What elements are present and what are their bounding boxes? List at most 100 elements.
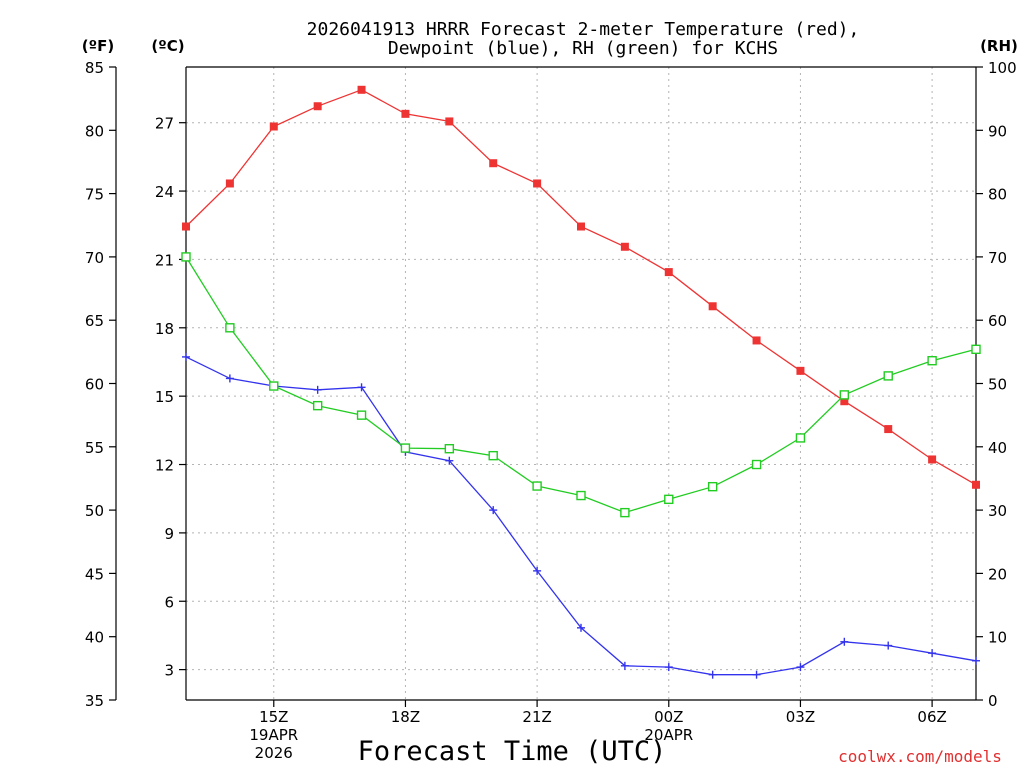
axes: 35 40 45 50 55 60 65 70 75 80 85 3 6 9 12 15 18 21 24 27 0 10… bbox=[85, 59, 1017, 762]
relative-humidity-point-28 bbox=[839, 390, 850, 400]
celsius-tick-label-24: 24 bbox=[155, 183, 174, 201]
fahrenheit-tick-label-70: 70 bbox=[85, 249, 104, 267]
rh-tick-label-80: 80 bbox=[988, 186, 1007, 204]
temperature-point-20 bbox=[489, 159, 498, 168]
temperature-point-14 bbox=[225, 179, 234, 188]
fahrenheit-tick-label-45: 45 bbox=[85, 565, 104, 583]
temperature-point-23 bbox=[620, 242, 629, 251]
fahrenheit-tick-label-55: 55 bbox=[85, 439, 104, 457]
temperature-point-19 bbox=[445, 117, 454, 126]
dewpoint-point-20 bbox=[489, 506, 498, 515]
x-tick-label-03Z: 03Z bbox=[786, 708, 815, 726]
rh-tick-label-0: 0 bbox=[988, 692, 998, 710]
relative-humidity-point-13 bbox=[181, 252, 191, 262]
relative-humidity-line bbox=[185, 256, 977, 514]
x-axis-label: Forecast Time (UTC) bbox=[358, 736, 667, 767]
relative-humidity-point-15 bbox=[269, 381, 279, 391]
fahrenheit-tick-label-85: 85 bbox=[85, 59, 104, 77]
temperature-point-25 bbox=[708, 302, 717, 311]
fahrenheit-unit-label: (ºF) bbox=[82, 37, 114, 55]
relative-humidity-point-24 bbox=[664, 494, 674, 505]
temperature-point-22 bbox=[577, 222, 585, 231]
celsius-tick-label-9: 9 bbox=[164, 525, 174, 543]
chart-title-line1: 2026041913 HRRR Forecast 2-meter Tempera… bbox=[307, 19, 860, 40]
rh-tick-label-30: 30 bbox=[988, 502, 1007, 520]
fahrenheit-tick-label-60: 60 bbox=[85, 376, 104, 394]
dewpoint-point-16 bbox=[313, 385, 322, 394]
temperature-point-31 bbox=[972, 480, 980, 489]
x-tick-date-00Z: 20APR bbox=[644, 726, 693, 744]
dewpoint-point-23 bbox=[620, 661, 629, 670]
relative-humidity-point-25 bbox=[707, 481, 718, 492]
fahrenheit-tick-label-80: 80 bbox=[85, 122, 104, 140]
x-tick-label-18Z: 18Z bbox=[391, 708, 420, 726]
dewpoint-point-26 bbox=[752, 670, 761, 679]
temperature-point-26 bbox=[752, 336, 761, 345]
relative-humidity-point-22 bbox=[576, 490, 586, 501]
x-tick-year-15Z: 2026 bbox=[255, 744, 293, 762]
x-tick-label-21Z: 21Z bbox=[522, 708, 551, 726]
celsius-tick-label-27: 27 bbox=[155, 115, 174, 133]
temperature-point-28 bbox=[840, 397, 849, 406]
temperature-point-16 bbox=[313, 102, 322, 111]
relative-humidity-point-31 bbox=[971, 344, 981, 355]
temperature-line bbox=[185, 89, 977, 486]
celsius-unit-label: (ºC) bbox=[151, 37, 184, 55]
relative-humidity-point-16 bbox=[312, 400, 323, 411]
fahrenheit-tick-label-50: 50 bbox=[85, 502, 104, 520]
temperature-point-30 bbox=[928, 455, 937, 464]
relative-humidity-point-21 bbox=[532, 481, 542, 491]
dewpoint-point-31 bbox=[972, 656, 980, 665]
dewpoint-point-17 bbox=[357, 383, 366, 392]
dewpoint-point-19 bbox=[445, 456, 454, 465]
dewpoint-point-14 bbox=[225, 374, 234, 383]
x-tick-date-15Z: 19APR bbox=[249, 726, 298, 744]
temperature-point-29 bbox=[884, 425, 893, 434]
gridlines bbox=[186, 67, 976, 700]
celsius-tick-label-15: 15 bbox=[155, 388, 174, 406]
temperature-point-27 bbox=[796, 366, 805, 375]
fahrenheit-tick-label-35: 35 bbox=[85, 692, 104, 710]
relative-humidity-point-29 bbox=[883, 371, 893, 381]
dewpoint-point-30 bbox=[928, 649, 937, 658]
relative-humidity-point-18 bbox=[400, 443, 411, 453]
dewpoint-point-29 bbox=[884, 641, 893, 650]
chart-title-line2: Dewpoint (blue), RH (green) for KCHS bbox=[388, 38, 778, 59]
dewpoint-point-24 bbox=[664, 663, 673, 672]
dewpoint-point-22 bbox=[577, 623, 585, 632]
rh-tick-label-100: 100 bbox=[988, 59, 1017, 77]
fahrenheit-tick-label-40: 40 bbox=[85, 629, 104, 647]
relative-humidity-point-19 bbox=[444, 443, 455, 454]
dewpoint-point-25 bbox=[708, 670, 717, 679]
rh-tick-label-10: 10 bbox=[988, 629, 1007, 647]
celsius-tick-label-18: 18 bbox=[155, 320, 174, 338]
relative-humidity-point-26 bbox=[751, 459, 762, 470]
relative-humidity-point-23 bbox=[620, 507, 630, 518]
x-tick-label-06Z: 06Z bbox=[917, 708, 946, 726]
rh-tick-label-40: 40 bbox=[988, 439, 1007, 457]
x-tick-label-15Z: 15Z bbox=[259, 708, 288, 726]
rh-tick-label-90: 90 bbox=[988, 122, 1007, 140]
relative-humidity-point-14 bbox=[225, 323, 235, 333]
dewpoint-point-28 bbox=[840, 637, 849, 646]
rh-tick-label-20: 20 bbox=[988, 565, 1007, 583]
dewpoint-point-21 bbox=[533, 566, 542, 575]
temperature-point-15 bbox=[269, 122, 278, 131]
temperature-point-18 bbox=[401, 109, 410, 118]
relative-humidity-point-30 bbox=[927, 356, 937, 366]
temperature-point-21 bbox=[533, 179, 542, 188]
rh-unit-label: (RH) bbox=[980, 37, 1018, 55]
rh-tick-label-60: 60 bbox=[988, 312, 1007, 330]
celsius-tick-label-21: 21 bbox=[155, 251, 174, 269]
dewpoint-point-27 bbox=[796, 663, 805, 672]
celsius-tick-label-3: 3 bbox=[164, 662, 174, 680]
relative-humidity-point-20 bbox=[488, 450, 498, 461]
fahrenheit-tick-label-65: 65 bbox=[85, 312, 104, 330]
relative-humidity-point-17 bbox=[356, 410, 367, 420]
series bbox=[181, 85, 981, 679]
rh-tick-label-70: 70 bbox=[988, 249, 1007, 267]
watermark: coolwx.com/models bbox=[838, 747, 1002, 766]
temperature-point-13 bbox=[182, 222, 190, 231]
x-tick-label-00Z: 00Z bbox=[654, 708, 683, 726]
